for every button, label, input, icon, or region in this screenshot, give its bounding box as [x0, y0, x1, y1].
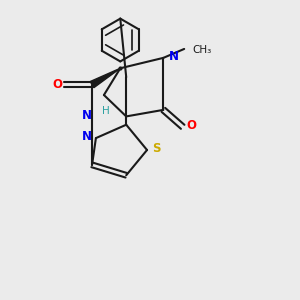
- Text: H: H: [102, 106, 109, 116]
- Polygon shape: [90, 68, 120, 88]
- Text: CH₃: CH₃: [193, 45, 212, 55]
- Text: N: N: [169, 50, 179, 63]
- Text: O: O: [187, 118, 196, 131]
- Text: N: N: [82, 130, 92, 143]
- Text: O: O: [52, 77, 62, 91]
- Text: N: N: [82, 109, 92, 122]
- Text: S: S: [153, 142, 161, 155]
